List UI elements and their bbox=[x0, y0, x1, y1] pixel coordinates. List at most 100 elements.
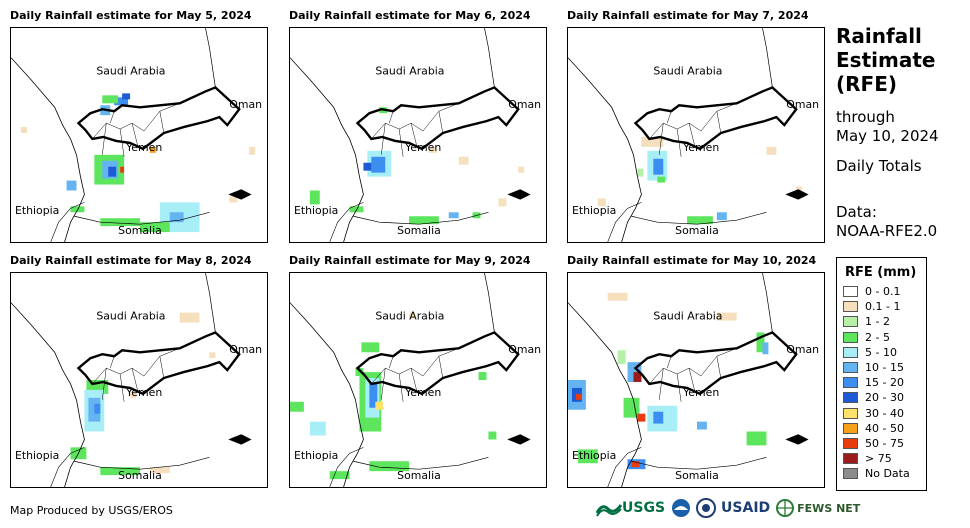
label-ethiopia: Ethiopia bbox=[15, 204, 59, 217]
ethiopia-border bbox=[50, 447, 85, 487]
rainfall-cell bbox=[641, 136, 664, 147]
label-yemen: Yemen bbox=[125, 141, 162, 154]
map-may8: Saudi Arabia Oman Yemen Ethiopia Somalia bbox=[10, 272, 268, 488]
rainfall-cell bbox=[179, 312, 200, 323]
rainfall-cell bbox=[478, 372, 487, 380]
rainfall-cell bbox=[428, 146, 437, 153]
label-saudi-arabia: Saudi Arabia bbox=[96, 65, 165, 78]
yemen-outline bbox=[355, 86, 520, 151]
rainfall-cell bbox=[371, 156, 386, 173]
yemen-outline bbox=[633, 331, 798, 396]
rainfall-cell bbox=[518, 166, 525, 173]
rainfall-cell bbox=[309, 190, 320, 205]
rainfall-cell bbox=[716, 212, 727, 221]
label-somalia: Somalia bbox=[118, 469, 162, 482]
rainfall-cell bbox=[102, 95, 119, 104]
rainfall-cell bbox=[149, 467, 170, 474]
legend-swatch bbox=[843, 301, 858, 313]
label-ethiopia: Ethiopia bbox=[572, 449, 616, 462]
label-saudi-arabia: Saudi Arabia bbox=[96, 310, 165, 323]
coastline bbox=[568, 57, 642, 242]
legend-label: 40 - 50 bbox=[865, 421, 904, 435]
legend-title: RFE (mm) bbox=[845, 265, 917, 280]
rainfall-cell bbox=[100, 218, 140, 227]
label-saudi-arabia: Saudi Arabia bbox=[653, 310, 722, 323]
rainfall-cell bbox=[766, 146, 777, 155]
rainfall-cell bbox=[88, 397, 101, 422]
label-yemen: Yemen bbox=[404, 386, 441, 399]
legend-label: 2 - 5 bbox=[865, 330, 890, 344]
rainfall-cell bbox=[577, 449, 598, 464]
legend-swatch bbox=[843, 392, 858, 404]
yemen-outline bbox=[76, 331, 241, 396]
rainfall-cell bbox=[653, 411, 664, 424]
noaa-logo-icon bbox=[672, 499, 691, 517]
ethiopia-border bbox=[329, 202, 364, 242]
oman-border bbox=[484, 273, 495, 333]
usaid-logo: USAID bbox=[721, 500, 771, 516]
rainfall-cell bbox=[631, 461, 640, 468]
rainfall-map-svg: Saudi Arabia Oman Yemen Ethiopia Somalia bbox=[568, 273, 819, 487]
rainfall-cell bbox=[209, 352, 216, 359]
rainfall-cell bbox=[94, 403, 101, 414]
map-may5: Saudi Arabia Oman Yemen Ethiopia Somalia bbox=[10, 27, 268, 243]
legend-item: 20 - 30 bbox=[843, 390, 926, 405]
panel-title-may5: Daily Rainfall estimate for May 5, 2024 bbox=[10, 9, 252, 22]
rainfall-map-svg: Saudi Arabia Oman Yemen Ethiopia Somalia bbox=[568, 28, 819, 242]
label-somalia: Somalia bbox=[397, 469, 441, 482]
map-may7: Saudi Arabia Oman Yemen Ethiopia Somalia bbox=[567, 27, 825, 243]
rainfall-cell bbox=[249, 146, 256, 155]
socotra-island bbox=[228, 434, 252, 445]
coastline bbox=[11, 57, 85, 242]
somalia-coast bbox=[74, 211, 210, 225]
oman-border bbox=[484, 28, 495, 88]
rainfall-cell bbox=[716, 312, 737, 321]
ethiopia-border bbox=[329, 447, 364, 487]
rainfall-cell bbox=[120, 166, 125, 173]
fewsnet-globe-icon bbox=[776, 499, 795, 517]
legend-item: 5 - 10 bbox=[843, 345, 926, 360]
legend-label: 0.1 - 1 bbox=[865, 300, 901, 314]
socotra-island bbox=[785, 434, 809, 445]
map-may10: Saudi Arabia Oman Yemen Ethiopia Somalia bbox=[567, 272, 825, 488]
rainfall-cell bbox=[363, 162, 372, 171]
rainfall-cell bbox=[66, 180, 77, 191]
panel-title-may7: Daily Rainfall estimate for May 7, 2024 bbox=[567, 9, 809, 22]
rainfall-cell bbox=[229, 196, 238, 203]
legend-item: 1 - 2 bbox=[843, 314, 926, 329]
yemen-outline bbox=[355, 331, 520, 396]
ethiopia-border bbox=[50, 202, 85, 242]
fewsnet-logo: FEWS NET bbox=[797, 501, 861, 515]
label-oman: Oman bbox=[229, 343, 262, 356]
legend-label: 15 - 20 bbox=[865, 376, 904, 390]
title-line1: Rainfall bbox=[836, 24, 922, 48]
label-somalia: Somalia bbox=[675, 469, 719, 482]
yemen-outline bbox=[76, 86, 241, 151]
rainfall-cell bbox=[796, 186, 803, 193]
legend-item: 10 - 15 bbox=[843, 360, 926, 375]
legend-swatch bbox=[843, 437, 858, 449]
rainfall-cell bbox=[122, 93, 131, 100]
socotra-island bbox=[228, 189, 252, 200]
socotra-island bbox=[507, 434, 531, 445]
coastline bbox=[568, 302, 642, 487]
map-may6: Saudi Arabia Oman Yemen Ethiopia Somalia bbox=[289, 27, 547, 243]
coastline bbox=[290, 302, 364, 487]
panel-title-may9: Daily Rainfall estimate for May 9, 2024 bbox=[289, 254, 531, 267]
title-line3: (RFE) bbox=[836, 72, 898, 96]
legend-swatch bbox=[843, 377, 858, 389]
map-credit: Map Produced by USGS/EROS bbox=[10, 504, 173, 517]
rainfall-cell bbox=[130, 391, 137, 398]
title-line2: Estimate bbox=[836, 48, 936, 72]
rainfall-cell bbox=[637, 168, 644, 177]
label-yemen: Yemen bbox=[125, 386, 162, 399]
yemen-outline bbox=[633, 86, 798, 151]
rainfall-cell bbox=[375, 401, 384, 410]
label-saudi-arabia: Saudi Arabia bbox=[653, 65, 722, 78]
ethiopia-border bbox=[607, 447, 642, 487]
panel-title-may8: Daily Rainfall estimate for May 8, 2024 bbox=[10, 254, 252, 267]
somalia-coast bbox=[353, 211, 489, 225]
legend-item: 30 - 40 bbox=[843, 406, 926, 421]
panel-title-may6: Daily Rainfall estimate for May 6, 2024 bbox=[289, 9, 531, 22]
rainfall-cell bbox=[309, 421, 326, 436]
